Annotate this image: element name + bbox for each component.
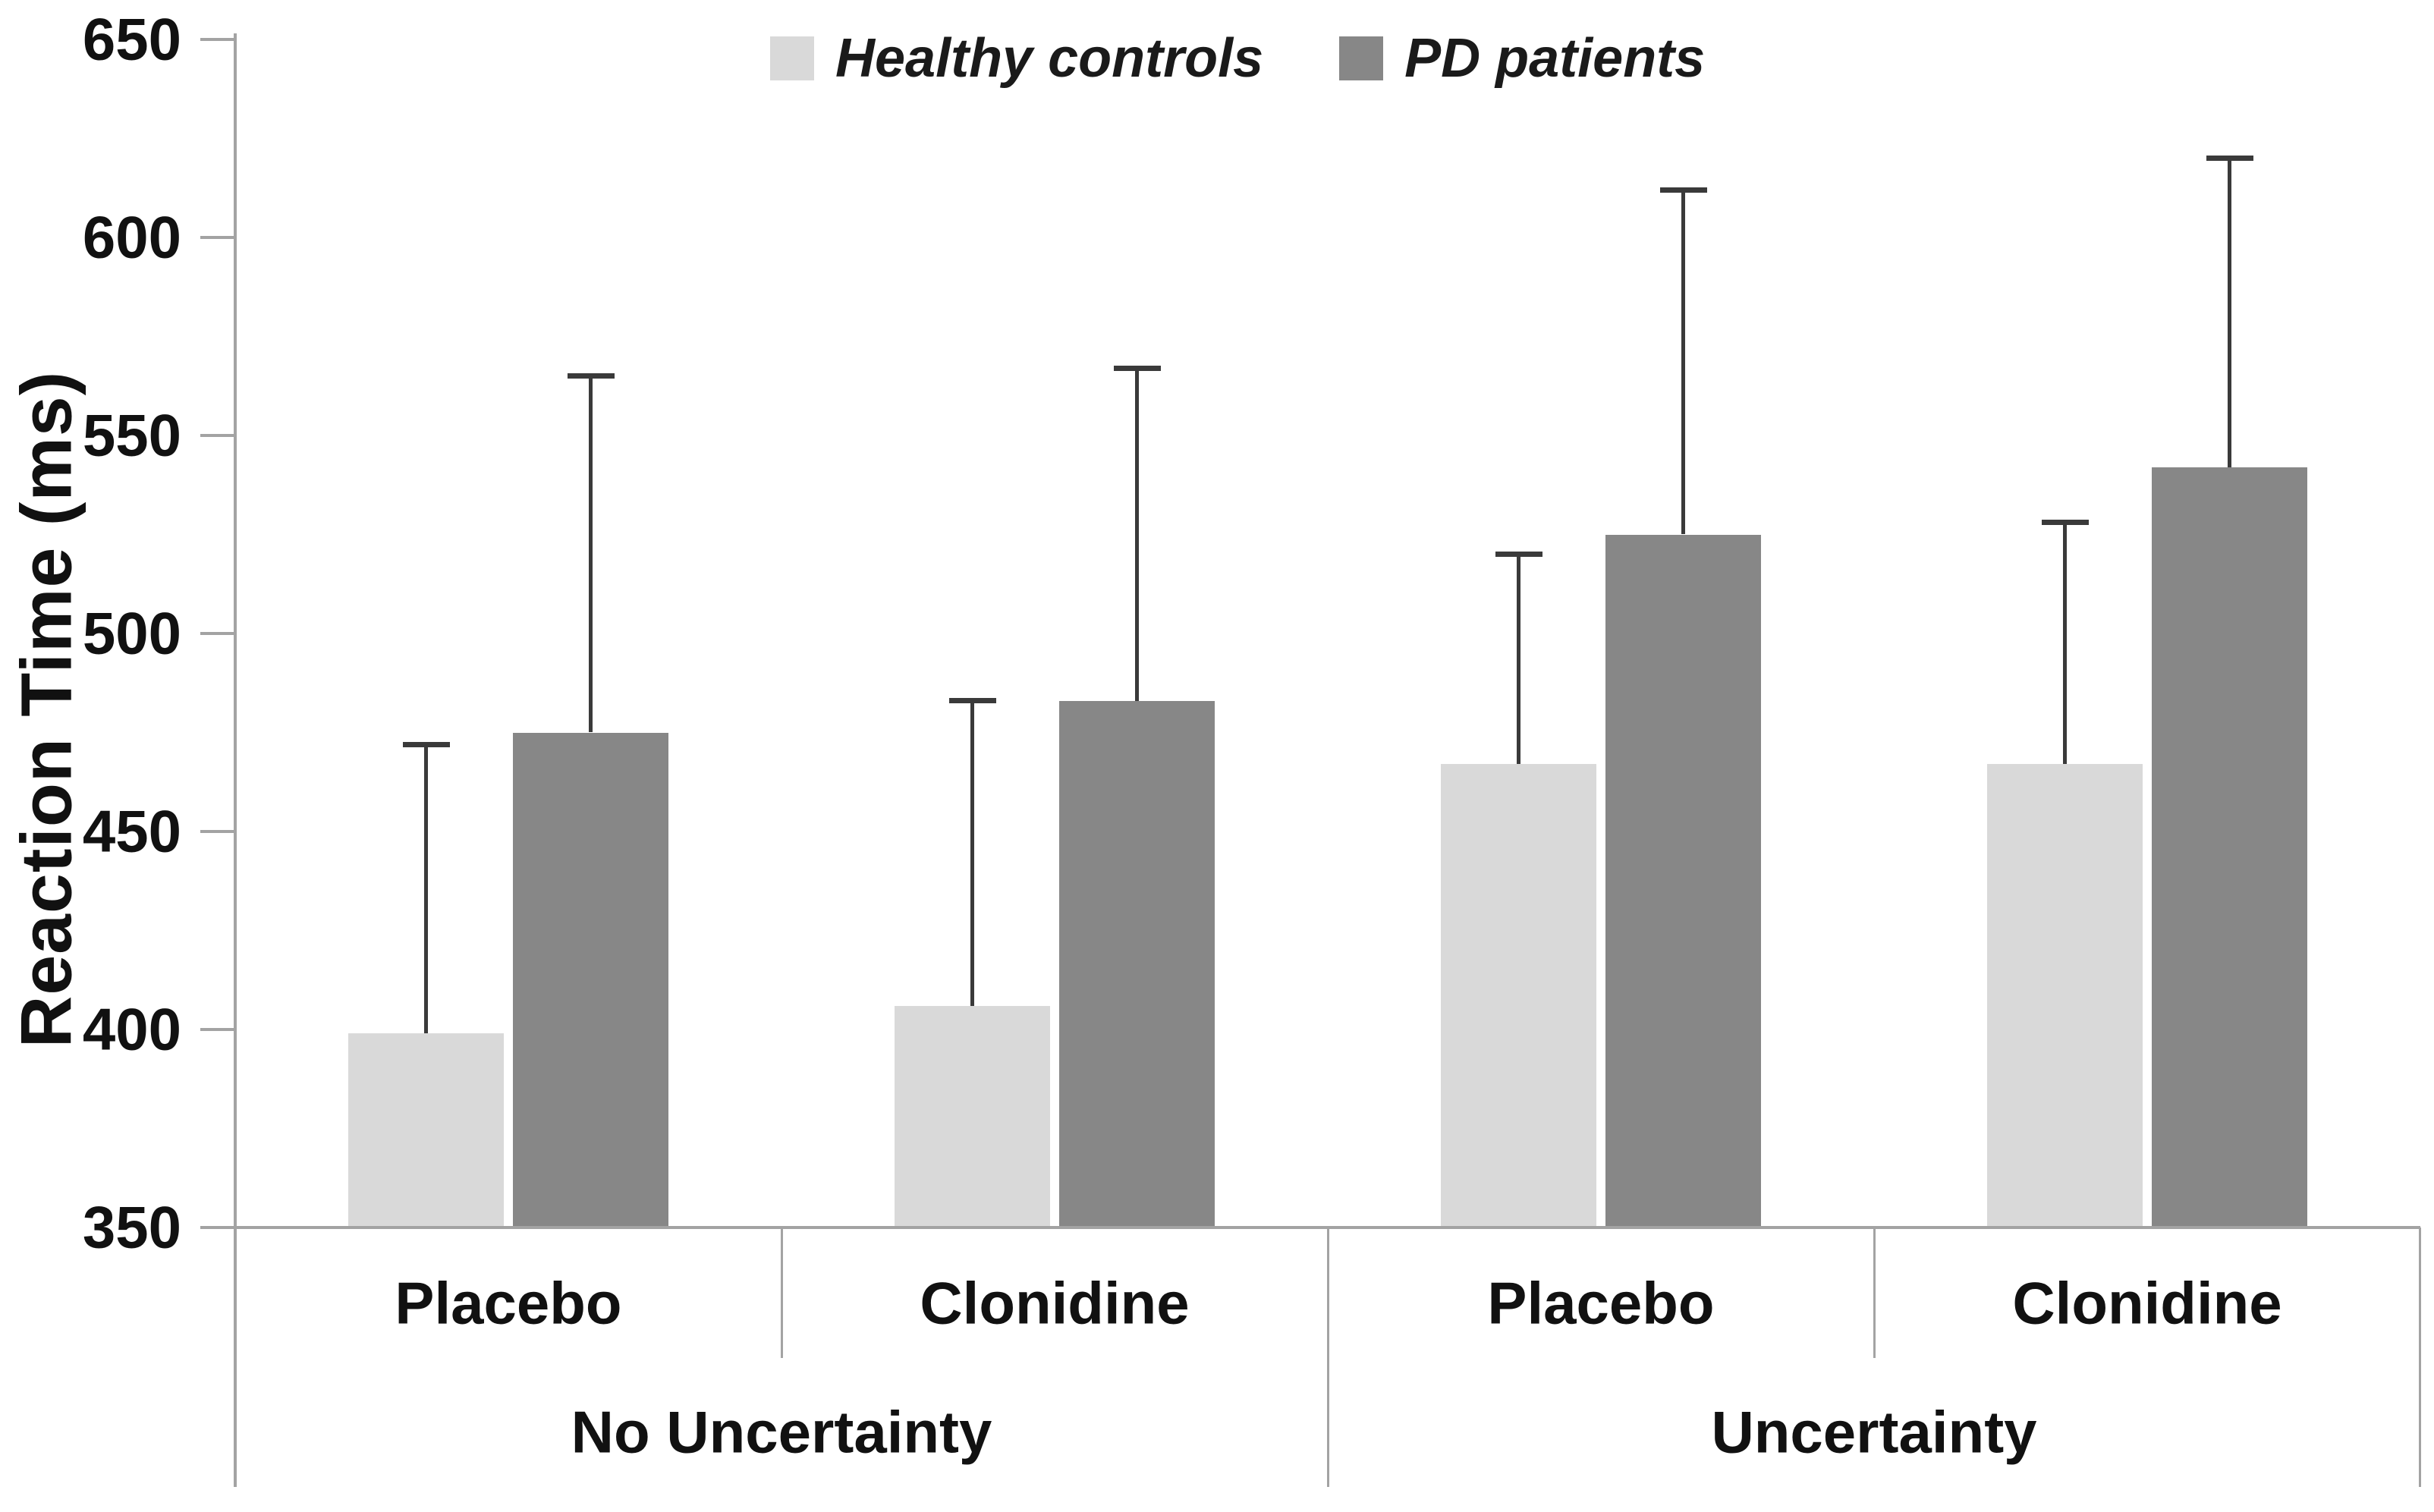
error-bar-cap: [948, 698, 996, 704]
x-group-label-no-uncertainty: No Uncertainty: [571, 1398, 992, 1466]
bar-healthy-controls-clonidine: [895, 1005, 1050, 1228]
bar-healthy-controls-placebo: [1441, 764, 1596, 1228]
legend-label-healthy-controls: Healthy controls: [835, 28, 1264, 89]
error-bar-cap: [2206, 156, 2253, 162]
error-bar-line: [2063, 522, 2067, 765]
y-tick-label: 500: [82, 599, 181, 667]
error-bar-cap: [2041, 520, 2089, 526]
legend-item-pd-patients: PD patients: [1339, 27, 1705, 90]
error-bar-line: [1681, 190, 1685, 535]
bar-healthy-controls-placebo: [348, 1033, 504, 1228]
y-tick-label: 600: [82, 203, 181, 271]
axis-right-edge-line: [2419, 1228, 2421, 1487]
x-category-label-placebo-2: Placebo: [1487, 1269, 1715, 1337]
y-tick-mark: [200, 632, 235, 635]
x-group-label-uncertainty: Uncertainty: [1711, 1398, 2037, 1466]
bar-pd-patients-placebo: [513, 732, 668, 1228]
error-bar-cap: [1113, 365, 1161, 371]
error-bar-line: [1135, 368, 1139, 701]
y-tick-mark: [200, 1226, 235, 1229]
y-tick-mark: [200, 1028, 235, 1031]
legend: Healthy controls PD patients: [770, 27, 1705, 90]
x-category-label-placebo-0: Placebo: [395, 1269, 622, 1337]
minor-separator-line: [1873, 1228, 1876, 1358]
legend-swatch-healthy-controls: [770, 36, 814, 80]
error-bar-line: [2228, 158, 2231, 467]
x-category-label-clonidine-1: Clonidine: [920, 1269, 1190, 1337]
minor-separator-line: [780, 1228, 783, 1358]
error-bar-line: [1517, 554, 1520, 765]
error-bar-cap: [1495, 552, 1542, 558]
y-tick-mark: [200, 236, 235, 239]
bar-pd-patients-placebo: [1605, 534, 1761, 1228]
y-tick-label: 550: [82, 401, 181, 469]
y-tick-mark: [200, 434, 235, 437]
y-tick-label: 350: [82, 1193, 181, 1261]
y-tick-label: 450: [82, 797, 181, 865]
bar-pd-patients-clonidine: [2152, 467, 2307, 1228]
y-tick-mark: [200, 38, 235, 41]
error-bar-cap: [1659, 187, 1707, 193]
y-axis-title: Reaction Time (ms): [6, 370, 87, 1048]
bar-pd-patients-clonidine: [1059, 700, 1215, 1228]
error-bar-line: [589, 376, 593, 733]
legend-swatch-pd-patients: [1339, 36, 1384, 80]
legend-label-pd-patients: PD patients: [1404, 28, 1706, 89]
error-bar-line: [424, 744, 428, 1034]
major-separator-line: [1326, 1228, 1329, 1487]
error-bar-line: [970, 700, 974, 1006]
y-tick-label: 400: [82, 995, 181, 1063]
y-tick-label: 650: [82, 5, 181, 73]
x-category-label-clonidine-3: Clonidine: [2012, 1269, 2282, 1337]
y-axis-line: [234, 33, 237, 1487]
error-bar-cap: [567, 373, 615, 379]
y-tick-mark: [200, 830, 235, 833]
bar-healthy-controls-clonidine: [1987, 764, 2143, 1228]
legend-item-healthy-controls: Healthy controls: [770, 27, 1263, 90]
error-bar-cap: [402, 741, 450, 747]
